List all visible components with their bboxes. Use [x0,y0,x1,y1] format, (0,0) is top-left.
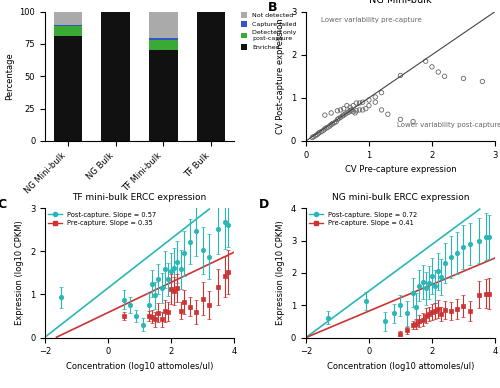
Bar [54,36,82,141]
Title: NG Mini-bulk: NG Mini-bulk [369,0,432,5]
Bar [149,38,178,40]
Point [332,118,340,125]
X-axis label: CV Pre-capture expression: CV Pre-capture expression [344,165,457,174]
Point [312,133,320,139]
Point [341,111,349,117]
Point [328,121,336,127]
Text: D: D [258,198,269,211]
Point [351,110,359,116]
Point [334,116,342,123]
Point [365,102,373,109]
Point [316,129,324,135]
Point [334,116,342,122]
Point [365,97,373,103]
Point [356,107,364,113]
Point [478,78,486,85]
Text: C: C [0,198,7,211]
Point [460,75,468,81]
Point [356,100,364,106]
Title: NG mini-bulk ERCC expression: NG mini-bulk ERCC expression [332,193,469,202]
Y-axis label: Percentage: Percentage [5,52,14,100]
Point [349,102,357,109]
Point [345,109,353,115]
Point [409,118,417,125]
Bar [54,12,82,24]
Point [310,133,318,140]
Y-axis label: Expression (log10 CPKM): Expression (log10 CPKM) [16,220,24,325]
Point [321,112,329,118]
Point [422,58,430,64]
Bar [149,40,178,50]
Point [314,132,322,138]
Point [440,73,448,80]
Point [326,123,334,129]
Legend: Post-capture. Slope = 0.72, Pre-capture. Slope = 0.41: Post-capture. Slope = 0.72, Pre-capture.… [310,211,417,226]
X-axis label: Concentration (log10 attomoles/ul): Concentration (log10 attomoles/ul) [327,362,474,371]
Point [346,104,354,111]
Point [324,124,332,130]
Point [343,110,351,116]
Point [372,99,380,105]
Point [346,108,354,114]
Point [336,114,344,120]
Point [362,106,370,112]
Point [348,107,356,113]
Text: Lower variability post-capture: Lower variability post-capture [396,122,500,128]
Point [314,130,322,136]
Point [322,125,330,131]
Point [340,112,347,118]
Point [321,126,329,132]
Point [318,128,326,135]
Point [338,113,346,119]
Legend: Post-capture. Slope = 0.57, Pre-capture. Slope = 0.35: Post-capture. Slope = 0.57, Pre-capture.… [48,211,156,226]
Point [327,110,335,116]
Point [334,108,342,114]
Point [352,100,360,106]
Bar [54,24,82,26]
Y-axis label: CV Post-capture expression: CV Post-capture expression [276,19,285,134]
Point [378,107,386,113]
Point [349,109,357,115]
Bar [149,12,178,38]
Point [320,127,328,133]
Point [396,72,404,78]
Point [372,94,380,100]
Point [308,134,316,140]
Bar [149,50,178,141]
Y-axis label: Expression (log10 CPKM): Expression (log10 CPKM) [276,220,285,325]
Point [358,99,366,105]
Point [384,111,392,117]
Point [352,108,360,114]
Text: Lower variability pre-capture: Lower variability pre-capture [321,17,422,23]
Point [358,107,366,113]
Bar [197,12,226,141]
Point [343,102,351,109]
Point [378,90,386,96]
Legend: Not detected, Capture failed, Detected only
post-capture, Enriched: Not detected, Capture failed, Detected o… [241,12,296,50]
Point [336,107,344,113]
Point [396,116,404,123]
Point [327,121,335,128]
Point [434,69,442,75]
X-axis label: Concentration (log10 attomoles/ul): Concentration (log10 attomoles/ul) [66,362,213,371]
Text: B: B [268,1,278,14]
Point [428,64,436,70]
Bar [102,12,130,141]
Bar [54,26,82,36]
Point [330,120,338,126]
Point [340,106,347,112]
Title: TF mini-bulk ERCC expression: TF mini-bulk ERCC expression [72,193,206,202]
